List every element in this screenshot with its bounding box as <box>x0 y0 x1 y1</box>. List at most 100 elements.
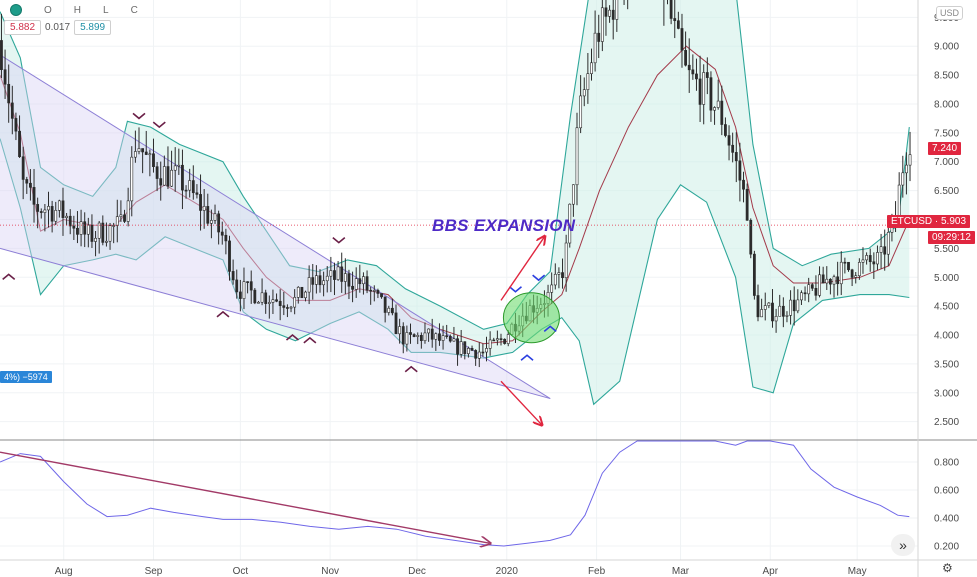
candle-236 <box>854 271 858 284</box>
candle-body <box>47 206 50 211</box>
candle-36 <box>130 146 134 217</box>
candle-80 <box>289 305 293 313</box>
candle-body <box>86 224 90 235</box>
candle-81 <box>293 289 297 315</box>
candle-body <box>698 78 702 105</box>
candle-body <box>25 179 29 184</box>
candle-22 <box>79 209 83 247</box>
candle-195 <box>705 57 709 95</box>
candle-186 <box>673 0 677 39</box>
candle-body <box>463 341 467 354</box>
candle-body <box>286 307 289 309</box>
candle-153 <box>553 263 557 290</box>
candle-body <box>691 69 695 75</box>
candle-body <box>427 328 430 334</box>
symbol-status-icon[interactable] <box>10 4 22 16</box>
candle-body <box>202 206 206 211</box>
candle-body <box>488 339 492 349</box>
candle-body <box>734 152 738 162</box>
fast-forward-icon: » <box>899 537 907 553</box>
candle-body <box>771 302 774 322</box>
candle-212 <box>767 302 771 309</box>
candle-128 <box>463 341 467 360</box>
time-tick-2: Oct <box>233 566 249 577</box>
candle-body <box>54 210 58 222</box>
candle-body <box>419 335 423 341</box>
candle-19 <box>68 209 72 235</box>
candle-194 <box>702 64 706 125</box>
candle-body <box>445 335 449 337</box>
candle-body <box>474 350 478 359</box>
expansion-top-marker-0 <box>508 286 522 293</box>
bid-value[interactable]: 5.882 <box>4 20 42 35</box>
candle-body <box>267 302 271 304</box>
candle-21 <box>76 211 79 244</box>
candle-body <box>467 348 470 354</box>
candle-152 <box>550 272 554 305</box>
position-tag[interactable]: 4%) −5974 <box>0 371 52 383</box>
candles <box>0 0 912 368</box>
candle-body <box>184 189 188 192</box>
candle-172 <box>623 0 625 5</box>
candle-5 <box>18 115 21 158</box>
candle-body <box>210 220 213 224</box>
candle-body <box>249 281 253 291</box>
candle-183 <box>663 0 665 26</box>
candle-body <box>336 266 340 280</box>
candle-110 <box>398 318 402 344</box>
candle-body <box>503 338 507 344</box>
candle-body <box>159 178 163 186</box>
time-tick-1: Sep <box>145 566 163 577</box>
candle-8 <box>29 169 32 201</box>
candle-79 <box>286 304 289 318</box>
candle-90 <box>325 266 329 293</box>
candle-240 <box>868 248 872 272</box>
candle-body <box>61 200 65 218</box>
candle-body <box>90 224 94 242</box>
candle-body <box>452 338 456 342</box>
ask-value[interactable]: 5.899 <box>74 20 112 35</box>
candle-body <box>369 289 373 292</box>
settings-gear-icon[interactable]: ⚙ <box>942 561 953 575</box>
candle-238 <box>861 247 865 274</box>
candle-body <box>14 118 18 132</box>
candle-body <box>695 73 698 80</box>
price-tick-1: 9.000 <box>934 42 959 53</box>
candle-228 <box>825 266 829 290</box>
candle-body <box>684 50 688 66</box>
candle-body <box>702 72 706 105</box>
candle-223 <box>807 277 811 303</box>
candle-body <box>10 102 14 119</box>
candle-251 <box>908 131 912 182</box>
candle-46 <box>166 146 170 190</box>
expansion-down-arrow <box>500 380 542 424</box>
candle-body <box>836 276 840 285</box>
candle-body <box>32 187 36 205</box>
expansion-highlight-circle <box>502 292 560 344</box>
candle-body <box>188 180 192 191</box>
ohlc-values: 5.882 0.017 5.899 <box>4 20 138 35</box>
candle-body <box>495 338 499 341</box>
candle-body <box>390 307 394 314</box>
expansion-bottom-marker-0 <box>520 354 534 361</box>
candle-48 <box>173 147 177 192</box>
candle-109 <box>394 304 398 335</box>
candle-96 <box>347 269 351 300</box>
candle-body <box>83 221 87 235</box>
candle-159 <box>575 112 579 206</box>
price-tick-11: 4.000 <box>934 331 959 342</box>
candle-body <box>318 275 322 286</box>
price-tick-3: 8.000 <box>934 99 959 110</box>
candle-108 <box>390 298 394 316</box>
candle-0 <box>0 13 3 79</box>
candle-55 <box>199 174 202 231</box>
candle-9 <box>32 168 36 223</box>
candle-40 <box>144 130 148 156</box>
candle-235 <box>850 268 854 287</box>
currency-badge[interactable]: USD <box>936 6 964 20</box>
candle-226 <box>818 266 821 298</box>
scroll-to-realtime-button[interactable]: » <box>891 534 915 556</box>
candle-205 <box>742 171 745 203</box>
candle-200 <box>724 117 727 138</box>
